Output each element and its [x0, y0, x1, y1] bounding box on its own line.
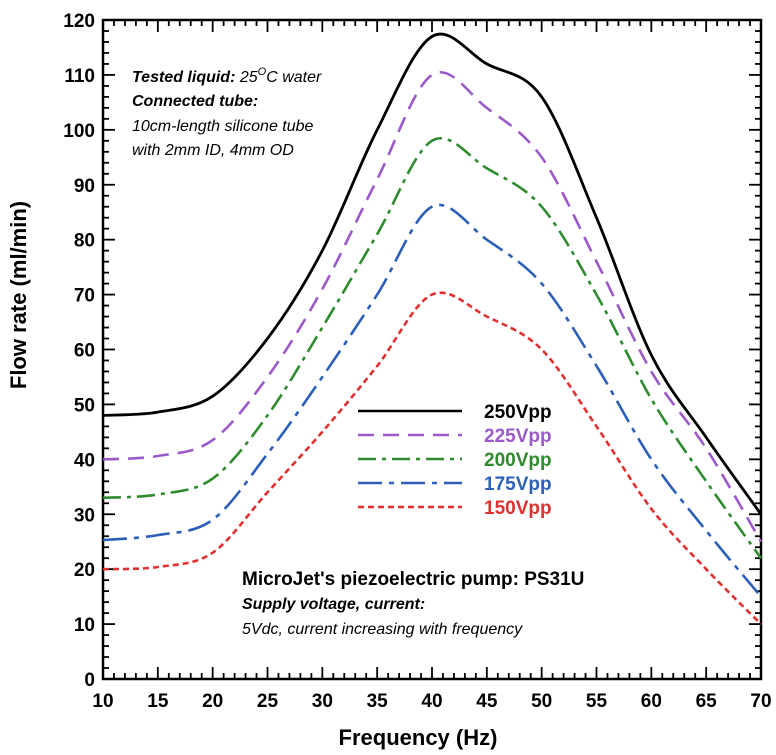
y-tick-label: 40: [74, 450, 95, 471]
y-axis-ticks: 0 10 20 30 40 50 60 70 80 90 100 110 120: [63, 11, 761, 691]
y-tick-label: 90: [74, 176, 95, 197]
x-tick-label: 70: [750, 691, 771, 712]
x-tick-label: 15: [147, 691, 169, 712]
y-tick-label: 70: [74, 286, 95, 307]
x-tick-label: 65: [696, 691, 718, 712]
x-axis-title: Frequency (Hz): [339, 725, 498, 750]
x-tick-label: 20: [202, 691, 223, 712]
x-tick-label: 10: [92, 691, 113, 712]
pump-model-line: MicroJet's piezoelectric pump: PS31U: [242, 569, 584, 590]
connected-tube-label: Connected tube:: [132, 93, 258, 110]
y-tick-label: 80: [74, 231, 95, 252]
series-line-250vpp: [102, 32, 763, 516]
x-tick-label: 50: [531, 691, 552, 712]
series-line-225vpp: [102, 71, 763, 543]
y-tick-label: 60: [74, 341, 95, 362]
legend-label-225vpp: 225Vpp: [484, 426, 552, 447]
x-tick-label: 55: [586, 691, 608, 712]
x-tick-label: 60: [641, 691, 662, 712]
legend-label-150vpp: 150Vpp: [484, 498, 552, 519]
y-axis-title: Flow rate (ml/min): [6, 201, 31, 389]
x-tick-label: 30: [312, 691, 333, 712]
y-tick-label: 10: [74, 615, 95, 636]
tube-diameter-line: with 2mm ID, 4mm OD: [132, 142, 294, 159]
x-tick-label: 40: [421, 691, 442, 712]
y-tick-label: 120: [63, 11, 95, 32]
series-line-150vpp: [102, 291, 762, 626]
tested-liquid-line: Tested liquid: 25OC water: [132, 66, 322, 86]
y-tick-label: 110: [64, 66, 95, 87]
y-tick-label: 30: [74, 505, 95, 526]
annotation-pump-info: MicroJet's piezoelectric pump: PS31U Sup…: [242, 569, 584, 638]
series-line-200vpp: [102, 137, 763, 559]
series-line-175vpp: [102, 203, 763, 598]
y-tick-label: 20: [74, 560, 95, 581]
legend-label-175vpp: 175Vpp: [484, 474, 552, 495]
supply-detail-line: 5Vdc, current increasing with frequency: [242, 621, 523, 638]
legend-label-200vpp: 200Vpp: [484, 450, 552, 471]
x-tick-label: 25: [257, 691, 279, 712]
legend-label-250vpp: 250Vpp: [484, 402, 552, 423]
y-tick-label: 100: [63, 121, 95, 142]
x-tick-label: 45: [476, 691, 498, 712]
y-tick-label: 50: [74, 395, 95, 416]
tube-length-line: 10cm-length silicone tube: [132, 118, 314, 135]
supply-label: Supply voltage, current:: [242, 596, 425, 613]
y-tick-label: 0: [84, 670, 95, 691]
x-tick-label: 35: [367, 691, 389, 712]
series-lines: [102, 32, 763, 626]
x-axis-ticks: 10 15 20 25 30 35 40 45 50 55 60 65 70: [92, 20, 772, 712]
legend: 250Vpp 225Vpp 200Vpp 175Vpp 150Vpp: [358, 402, 552, 519]
annotation-test-conditions: Tested liquid: 25OC water Connected tube…: [132, 66, 322, 159]
